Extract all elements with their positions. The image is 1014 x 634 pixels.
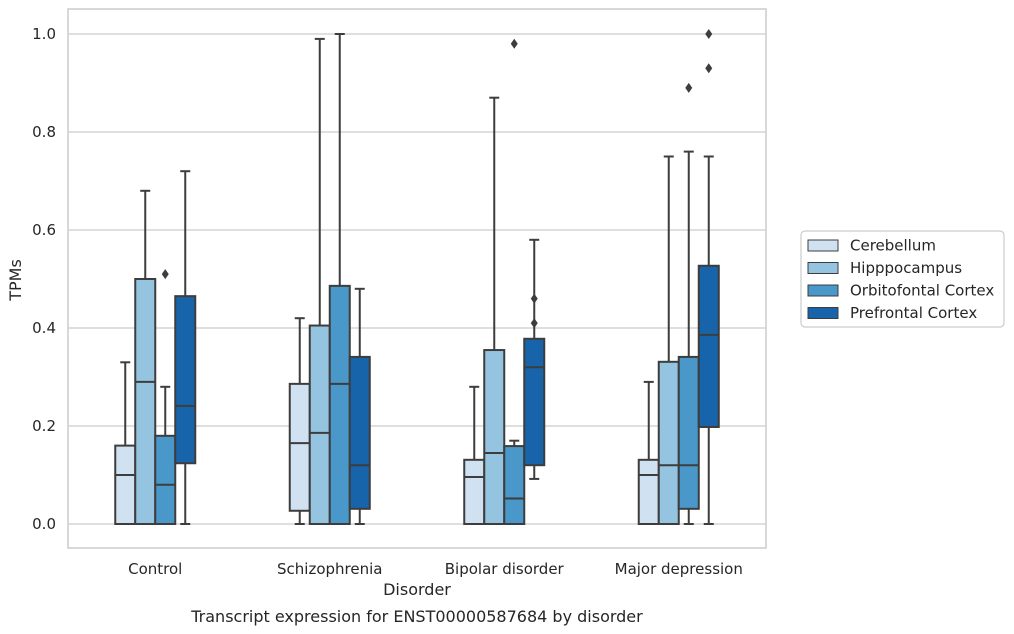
box-hipppocampus (308, 37, 331, 525)
box-hipppocampus (483, 96, 506, 525)
plot-frame (67, 8, 767, 549)
box-body (348, 355, 371, 510)
legend-label: Prefrontal Cortex (850, 304, 977, 322)
box-prefrontal-cortex (348, 287, 371, 525)
box-body (677, 355, 700, 510)
legend-frame (800, 230, 1005, 328)
outlier-point (705, 63, 713, 74)
y-tick-label: 0.4 (32, 319, 56, 337)
y-axis-ticks: 0.0 0.2 0.4 0.6 0.8 1.0 (32, 25, 56, 533)
legend-label: Orbitofontal Cortex (850, 282, 994, 300)
box-cerebellum (463, 385, 486, 525)
x-tick-label: Major depression (615, 560, 743, 578)
box-body (637, 458, 660, 525)
legend-swatch (807, 239, 839, 252)
x-tick-label: Bipolar disorder (445, 560, 565, 578)
box-cerebellum (637, 380, 660, 525)
box-orbitofontal-cortex (503, 38, 526, 525)
box-body (174, 295, 197, 465)
box-orbitofontal-cortex (154, 269, 177, 525)
box-body (114, 444, 137, 526)
legend-swatch (807, 262, 839, 274)
box-hipppocampus (657, 155, 680, 525)
box-orbitofontal-cortex (328, 33, 351, 525)
box-body (288, 382, 311, 512)
legend-label: Cerebellum (850, 237, 936, 255)
outlier-point (705, 29, 713, 39)
y-tick-label: 1.0 (32, 25, 56, 43)
outlier-point (530, 318, 538, 329)
box-body (328, 284, 351, 525)
box-cerebellum (114, 361, 137, 526)
plot-marks (114, 29, 720, 526)
box-cerebellum (288, 317, 311, 525)
box-prefrontal-cortex (697, 29, 720, 525)
box-orbitofontal-cortex (677, 82, 700, 525)
box-body (697, 264, 720, 428)
box-body (657, 360, 680, 525)
box-body (134, 278, 157, 525)
y-tick-label: 0.6 (32, 221, 56, 239)
y-tick-label: 0.0 (32, 515, 56, 533)
outlier-point (685, 82, 693, 93)
box-body (483, 349, 506, 525)
x-tick-label: Schizophrenia (277, 560, 382, 578)
outlier-point (510, 38, 518, 49)
box-prefrontal-cortex (174, 170, 197, 525)
box-body (523, 337, 546, 467)
y-tick-label: 0.8 (32, 123, 56, 141)
y-axis-label: TPMs (6, 259, 25, 302)
outlier-point (161, 269, 169, 280)
box-body (463, 458, 486, 525)
box-hipppocampus (134, 189, 157, 525)
x-tick-label: Control (128, 560, 182, 578)
box-body (308, 324, 331, 525)
y-tick-label: 0.2 (32, 417, 56, 435)
figure-caption: Transcript expression for ENST0000058768… (190, 607, 643, 626)
legend-swatch (807, 307, 839, 319)
box-prefrontal-cortex (523, 238, 546, 480)
legend: Cerebellum Hipppocampus Orbitofontal Corte… (800, 230, 1005, 328)
legend-label: Hipppocampus (850, 259, 962, 277)
legend-swatch (807, 284, 839, 297)
x-axis-ticks: Control Schizophrenia Bipolar disorder Majo… (128, 560, 743, 578)
x-axis-label: Disorder (383, 580, 451, 599)
box-body (503, 445, 526, 525)
outlier-point (530, 293, 538, 304)
box-body (154, 434, 177, 525)
